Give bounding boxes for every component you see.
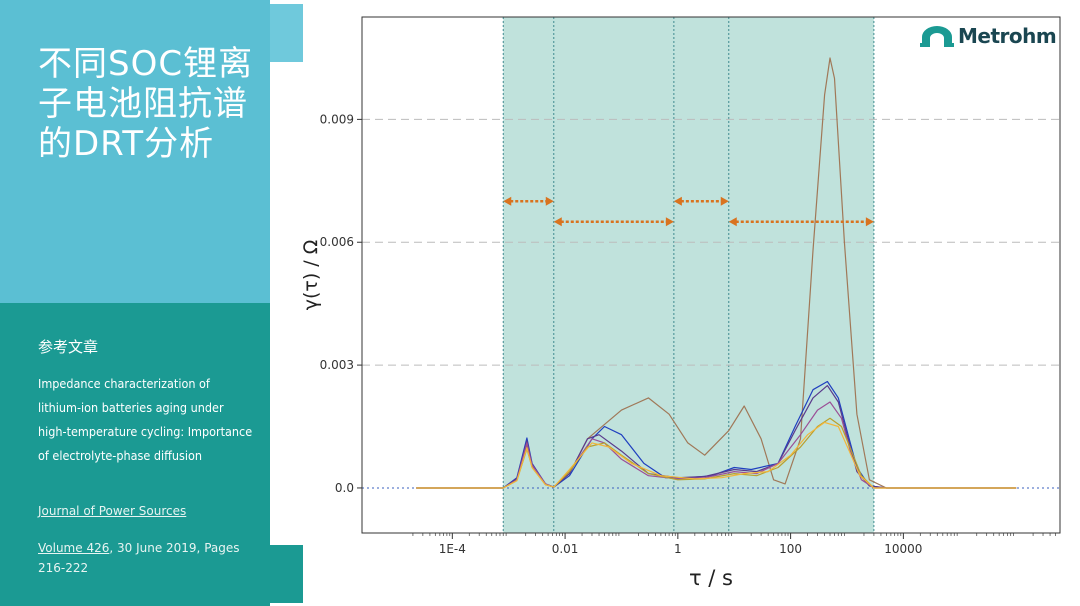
accent-block-bottom [268,545,303,603]
series-line-6 [416,421,1017,489]
metrohm-logo: Metrohm [920,24,1057,48]
region-arrowhead [545,196,554,206]
drt-chart: 0.0 0.003 0.006 0.009 1E-4 0.01 1 100 10000 τ / s… [303,16,1061,590]
reference-panel [0,303,270,606]
region-arrowhead [865,217,874,227]
plot-frame [361,16,1061,534]
metrohm-logo-icon [920,26,954,47]
reference-title: Impedance characterization of lithium-io… [38,376,253,463]
y-tick-label: 0.009 [320,112,354,126]
x-axis-label: τ / s [689,566,733,590]
series-line-4 [416,401,1017,489]
slide-title: 不同SOC锂离子电池阻抗谱的DRT分析 [38,44,254,164]
x-tick-label: 10000 [884,542,922,556]
volume-details: , 30 June 2019, Pages 216-222 [38,541,240,575]
region-arrowhead [553,217,562,227]
volume-info: Volume 426, 30 June 2019, Pages 216-222 [38,538,258,578]
y-axis-label: γ(τ) / Ω [303,240,322,311]
volume-link[interactable]: Volume 426 [38,541,110,555]
y-tick-label: 0.003 [320,358,354,372]
region-arrowhead [720,196,729,206]
logo-wordmark: Metrohm [958,24,1057,48]
region-arrowhead [665,217,674,227]
y-tick-label: 0.006 [320,235,354,249]
x-tick-label: 1 [674,542,682,556]
region-arrowhead [673,196,682,206]
shaded-region [503,17,874,533]
title-panel [0,0,270,303]
accent-block-top [270,4,303,62]
region-arrowhead [728,217,737,227]
y-tick-label: 0.0 [335,481,354,495]
x-tick-label: 0.01 [552,542,579,556]
region-arrowhead [503,196,512,206]
journal-link[interactable]: Journal of Power Sources [38,504,187,518]
reference-heading: 参考文章 [38,338,99,356]
x-tick-label: 100 [779,542,802,556]
x-tick-label: 1E-4 [439,542,466,556]
